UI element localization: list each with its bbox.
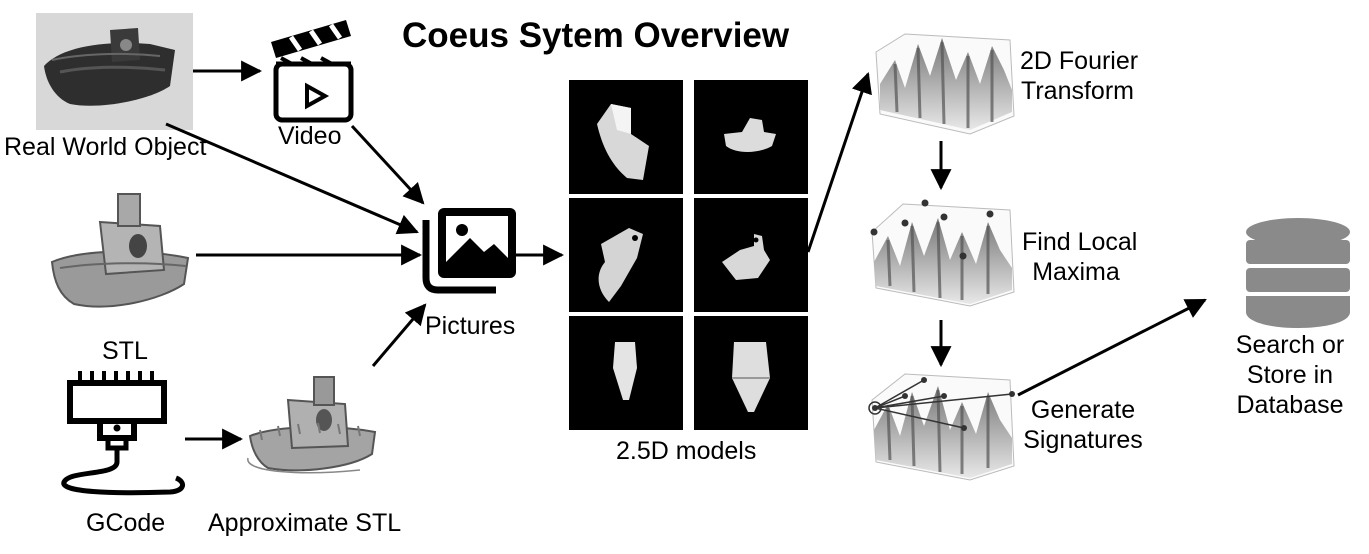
signatures-surface-plot (868, 373, 1015, 481)
stl-label: STL (102, 337, 148, 365)
pictures-label: Pictures (425, 312, 516, 340)
generate-signatures-label: Generate Signatures (1018, 395, 1148, 455)
local-maxima-label-line: Find Local (1022, 228, 1138, 256)
generate-signatures-label-line: Signatures (1023, 426, 1143, 454)
arrow-video-to-pictures (350, 124, 425, 205)
arrow-object-to-pictures (165, 122, 419, 235)
depth-model-tile (569, 80, 683, 194)
depth-model-tile (694, 198, 808, 312)
clapperboard-icon (271, 20, 354, 123)
models-label: 2.5D models (616, 437, 757, 465)
arrow-models-to-fourier (806, 72, 872, 253)
gcode-label: GCode (86, 509, 166, 537)
database-cylinder-icon (1246, 218, 1350, 328)
diagram-title: Coeus Sytem Overview (402, 16, 790, 55)
depth-model-tile (694, 316, 808, 430)
arrow-approx-stl-to-pictures (371, 303, 427, 367)
fourier-transform-label: 2D Fourier Transform (1020, 46, 1139, 106)
stl-boat-model (50, 193, 190, 308)
real-world-object-label: Real World Object (4, 133, 207, 161)
image-stack-icon (422, 208, 516, 294)
depth-model-tile (569, 316, 683, 430)
approximate-stl-label: Approximate STL (208, 509, 402, 537)
local-maxima-label-line: Maxima (1032, 258, 1120, 286)
arrow-signatures-to-database (1017, 298, 1207, 397)
real-world-object-photo (36, 13, 193, 130)
database-label-line: Search or (1235, 331, 1345, 359)
fourier-transform-label-line: Transform (1021, 77, 1134, 105)
fourier-transform-label-line: 2D Fourier (1020, 47, 1139, 75)
generate-signatures-label-line: Generate (1030, 396, 1136, 424)
approximate-stl-boat-model (247, 376, 377, 474)
3d-printer-nozzle-icon (61, 371, 185, 496)
fourier-surface-plot (875, 33, 1015, 135)
database-label: Search or Store in Database (1226, 330, 1354, 420)
video-label: Video (278, 122, 342, 150)
database-label-line: Database (1236, 391, 1344, 419)
depth-model-tile (694, 80, 808, 194)
local-maxima-label: Find Local Maxima (1022, 227, 1138, 287)
depth-model-tile (569, 198, 683, 312)
database-label-line: Store in (1246, 361, 1334, 389)
local-maxima-surface-plot (870, 199, 1015, 307)
